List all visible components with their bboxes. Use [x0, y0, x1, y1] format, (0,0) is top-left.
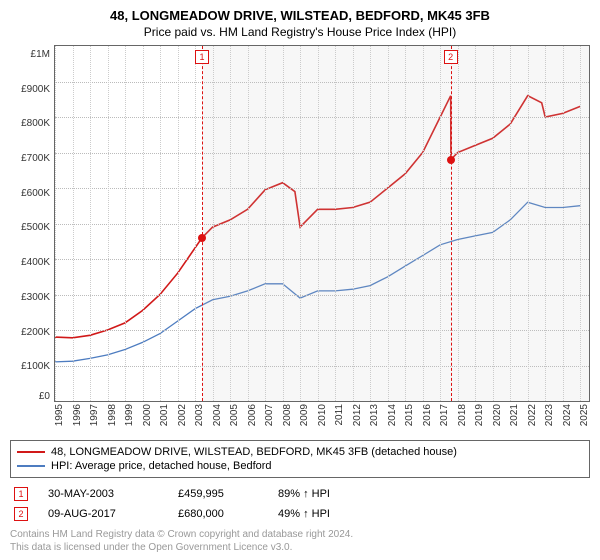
grid-line-v	[108, 46, 109, 401]
legend-label: 48, LONGMEADOW DRIVE, WILSTEAD, BEDFORD,…	[51, 446, 457, 458]
x-tick-label: 2016	[422, 404, 433, 426]
x-tick-label: 2013	[369, 404, 380, 426]
sales-row: 2 09-AUG-2017 £680,000 49% ↑ HPI	[10, 504, 590, 524]
x-tick-label: 1995	[54, 404, 65, 426]
grid-line-v	[160, 46, 161, 401]
chart-container: 48, LONGMEADOW DRIVE, WILSTEAD, BEDFORD,…	[0, 0, 600, 560]
x-tick-label: 2024	[562, 404, 573, 426]
sale-number-box: 2	[14, 507, 28, 521]
legend-label: HPI: Average price, detached house, Bedf…	[51, 460, 272, 472]
grid-line-v	[73, 46, 74, 401]
grid-line-v	[125, 46, 126, 401]
sale-marker-line	[202, 46, 203, 401]
sale-price: £680,000	[178, 508, 258, 520]
y-tick-label: £100K	[21, 362, 50, 372]
y-tick-label: £600K	[21, 189, 50, 199]
sale-pct: 49% ↑ HPI	[278, 508, 388, 520]
legend-swatch	[17, 451, 45, 453]
sale-marker-number: 1	[195, 50, 209, 64]
x-tick-label: 2011	[334, 404, 345, 426]
sale-marker-dot	[198, 234, 206, 242]
y-tick-label: £500K	[21, 223, 50, 233]
x-tick-label: 2006	[247, 404, 258, 426]
sale-price: £459,995	[178, 488, 258, 500]
chart-subtitle: Price paid vs. HM Land Registry's House …	[10, 25, 590, 39]
x-tick-label: 2007	[264, 404, 275, 426]
x-tick-label: 2012	[352, 404, 363, 426]
x-tick-label: 2015	[404, 404, 415, 426]
x-tick-label: 2008	[282, 404, 293, 426]
chart-body: £1M £900K £800K £700K £600K £500K £400K £300K £2…	[10, 45, 590, 402]
legend-item: HPI: Average price, detached house, Bedf…	[17, 459, 583, 473]
x-tick-label: 2009	[299, 404, 310, 426]
x-tick-label: 1996	[72, 404, 83, 426]
sale-marker-line	[451, 46, 452, 401]
footer-line-1: Contains HM Land Registry data © Crown c…	[10, 528, 590, 541]
sales-table: 1 30-MAY-2003 £459,995 89% ↑ HPI 2 09-AUG-201…	[10, 484, 590, 524]
x-tick-label: 2004	[212, 404, 223, 426]
shaded-period	[202, 46, 589, 401]
sale-number-box: 1	[14, 487, 28, 501]
footer: Contains HM Land Registry data © Crown c…	[10, 528, 590, 554]
x-axis: 1995 1996 1997 1998 1999 2000 2001 2002 2003 2004…	[54, 402, 590, 436]
x-tick-label: 2021	[509, 404, 520, 426]
x-tick-label: 2010	[317, 404, 328, 426]
x-tick-label: 2025	[579, 404, 590, 426]
x-tick-label: 2003	[194, 404, 205, 426]
x-tick-label: 2002	[177, 404, 188, 426]
grid-line-v	[90, 46, 91, 401]
sale-pct: 89% ↑ HPI	[278, 488, 388, 500]
grid-line-v	[178, 46, 179, 401]
grid-line-v	[143, 46, 144, 401]
y-tick-label: £300K	[21, 293, 50, 303]
plot-area: 12	[54, 45, 590, 402]
sale-date: 30-MAY-2003	[48, 488, 158, 500]
legend-swatch	[17, 465, 45, 467]
x-tick-label: 1997	[89, 404, 100, 426]
grid-line-v	[195, 46, 196, 401]
x-tick-label: 2020	[492, 404, 503, 426]
x-tick-label: 2005	[229, 404, 240, 426]
x-tick-label: 2022	[527, 404, 538, 426]
x-tick-label: 2017	[439, 404, 450, 426]
y-tick-label: £800K	[21, 119, 50, 129]
legend-item: 48, LONGMEADOW DRIVE, WILSTEAD, BEDFORD,…	[17, 445, 583, 459]
chart-title: 48, LONGMEADOW DRIVE, WILSTEAD, BEDFORD,…	[10, 8, 590, 23]
x-tick-label: 2000	[142, 404, 153, 426]
sale-date: 09-AUG-2017	[48, 508, 158, 520]
x-tick-label: 2023	[544, 404, 555, 426]
x-tick-label: 1998	[107, 404, 118, 426]
y-tick-label: £400K	[21, 258, 50, 268]
y-tick-label: £900K	[21, 85, 50, 95]
sales-row: 1 30-MAY-2003 £459,995 89% ↑ HPI	[10, 484, 590, 504]
y-tick-label: £200K	[21, 328, 50, 338]
sale-marker-dot	[447, 156, 455, 164]
x-axis-row: 1995 1996 1997 1998 1999 2000 2001 2002 2003 2004…	[10, 402, 590, 436]
x-tick-label: 2019	[474, 404, 485, 426]
footer-line-2: This data is licensed under the Open Gov…	[10, 541, 590, 554]
legend: 48, LONGMEADOW DRIVE, WILSTEAD, BEDFORD,…	[10, 440, 590, 478]
grid-line-v	[55, 46, 56, 401]
x-tick-label: 2018	[457, 404, 468, 426]
x-tick-label: 1999	[124, 404, 135, 426]
y-tick-label: £1M	[31, 50, 50, 60]
y-axis: £1M £900K £800K £700K £600K £500K £400K £300K £2…	[10, 45, 54, 402]
x-tick-label: 2014	[387, 404, 398, 426]
x-tick-label: 2001	[159, 404, 170, 426]
y-tick-label: £700K	[21, 154, 50, 164]
y-tick-label: £0	[39, 392, 50, 402]
sale-marker-number: 2	[444, 50, 458, 64]
